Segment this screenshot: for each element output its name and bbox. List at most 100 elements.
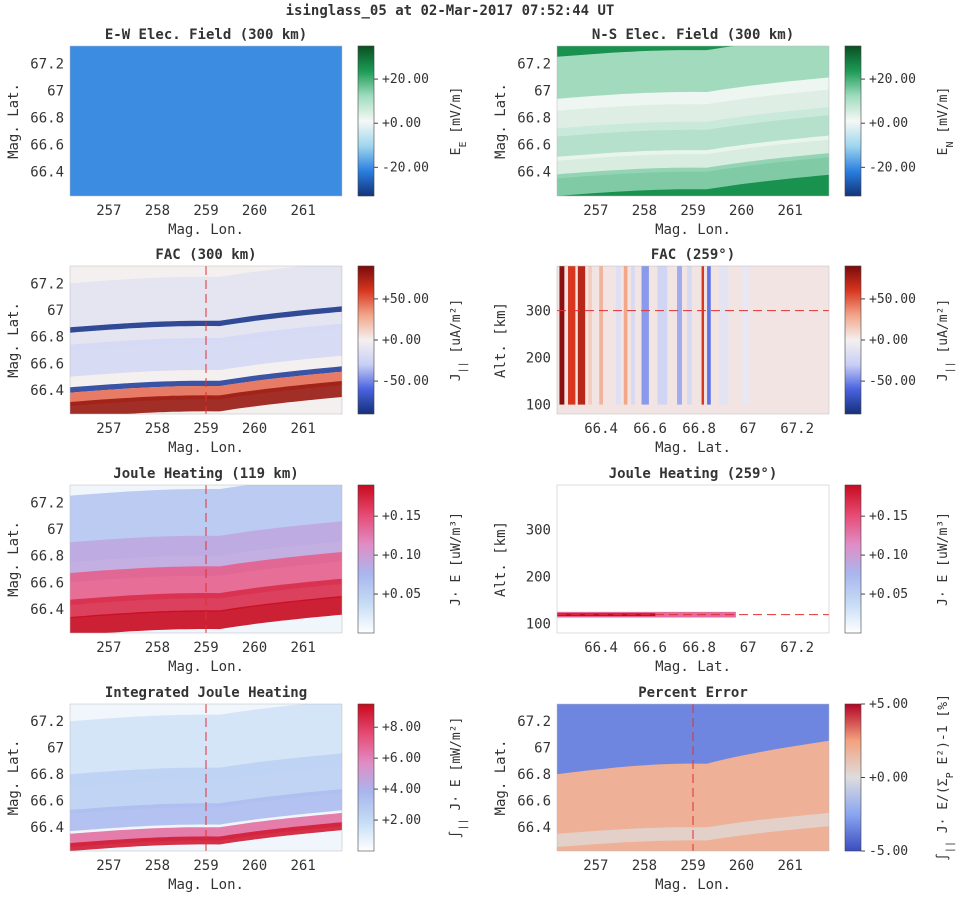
- ns-colorbar: +20.00 +0.00 -20.00 EN [mV/m]: [844, 45, 956, 197]
- perr-xtick-label: 258: [632, 858, 657, 874]
- facalt-column: [701, 266, 705, 405]
- jhalt-xtick-label: 66.8: [682, 640, 716, 656]
- perr-colorbar-tick-label: -5.00: [869, 844, 908, 859]
- fac-axes-frame: [69, 265, 343, 415]
- perr-colorbar-tick-label: +5.00: [869, 697, 908, 712]
- ns-xtick-label: 261: [777, 203, 802, 219]
- perr-ytick-label: 66.6: [517, 794, 551, 810]
- fac-xtick-label: 258: [145, 421, 170, 437]
- fac-ytick-label: 66.4: [30, 383, 64, 399]
- ew-ytick-label: 67.2: [30, 57, 64, 73]
- ijh-ytick-label: 66.6: [30, 794, 64, 810]
- jh-colorbar-tick-label: +0.15: [382, 509, 421, 524]
- jh-xlabel: Mag. Lon.: [168, 659, 244, 675]
- ew-background: [70, 46, 342, 196]
- jh-colorbar-gradient: [357, 484, 375, 634]
- panel-fac: FAC (300 km) 257 258 259 260 261 66.4 66.6 66.8 6…: [6, 247, 469, 456]
- facalt-colorbar-gradient: [844, 265, 862, 415]
- facalt-colorbar-tick-label: +0.00: [869, 333, 908, 348]
- ijh-axes-frame: [69, 703, 343, 852]
- ew-ytick-label: 66.4: [30, 165, 64, 181]
- facalt-colorbar-tick-label: +50.00: [869, 292, 916, 307]
- facalt-column: [577, 266, 586, 405]
- panel-group: E-W Elec. Field (300 km) 257 258 259 260 261 6…: [6, 27, 956, 893]
- perr-colorbar-label: ∫|| J· E/(ΣP E²)-1 [%]: [935, 694, 956, 861]
- jhalt-ytick-label: 100: [526, 617, 551, 633]
- ew-title: E-W Elec. Field (300 km): [105, 27, 307, 43]
- ijh-xtick-label: 259: [193, 858, 218, 874]
- ijh-ytick-label: 66.4: [30, 820, 64, 836]
- fac-colorbar: +50.00 +0.00 -50.00 J|| [uA/m²]: [357, 265, 469, 415]
- facalt-ytick-label: 100: [526, 398, 551, 414]
- fac-ylabel: Mag. Lat.: [6, 302, 22, 378]
- ew-colorbar-tick-label: -20.00: [382, 160, 429, 175]
- ew-xtick-label: 261: [290, 203, 315, 219]
- ns-band: [557, 107, 829, 161]
- ijh-colorbar-label: ∫|| J· E [mW/m²]: [448, 717, 469, 839]
- facalt-column: [718, 266, 729, 405]
- jhalt-xtick-label: 67.2: [780, 640, 814, 656]
- jh-band: [70, 552, 342, 605]
- jhalt-xtick-label: 67: [740, 640, 757, 656]
- ns-ytick-label: 66.4: [517, 165, 551, 181]
- jhalt-xtick-label: 66.6: [633, 640, 667, 656]
- facalt-heatmap: [557, 266, 829, 414]
- ns-ytick-label: 67: [534, 84, 551, 100]
- facalt-colorbar: +50.00 +0.00 -50.00 J|| [uA/m²]: [844, 265, 956, 415]
- ns-colorbar-label: EN [mV/m]: [936, 87, 956, 156]
- ns-xtick-label: 259: [680, 203, 705, 219]
- fac-band: [70, 306, 342, 333]
- facalt-column: [686, 266, 692, 405]
- facalt-column: [615, 266, 621, 405]
- ns-title: N-S Elec. Field (300 km): [592, 27, 794, 43]
- jhalt-ytick-label: 300: [526, 523, 551, 539]
- perr-colorbar-tick-label: +0.00: [869, 771, 908, 786]
- ns-colorbar-tick-label: -20.00: [869, 160, 916, 175]
- fac-colorbar-tick-label: +50.00: [382, 292, 429, 307]
- jhalt-ylabel: Alt. [km]: [493, 521, 509, 597]
- panel-facalt: FAC (259°) 66.4 66.6 66.8 67 67.2 100 200 300 Mag…: [493, 247, 956, 456]
- facalt-background: [557, 266, 829, 414]
- fac-ytick-label: 67: [47, 303, 64, 319]
- fac-xtick-label: 257: [96, 421, 121, 437]
- ns-xtick-label: 257: [583, 203, 608, 219]
- jh-ytick-label: 66.8: [30, 549, 64, 565]
- perr-axes-frame: [556, 703, 830, 852]
- ew-colorbar-label: EE [mV/m]: [449, 87, 469, 156]
- jh-xtick-label: 259: [193, 640, 218, 656]
- ijh-xtick-label: 257: [96, 858, 121, 874]
- jh-colorbar: +0.15 +0.10 +0.05 J· E [uW/m³]: [357, 484, 464, 634]
- jh-axes-frame: [69, 484, 343, 634]
- panel-ijh: Integrated Joule Heating 257 258 259 260 261 6…: [6, 685, 469, 893]
- ew-colorbar-tick-label: +20.00: [382, 72, 429, 87]
- ns-heatmap: [557, 46, 829, 196]
- jhalt-title: Joule Heating (259°): [609, 466, 778, 482]
- ijh-colorbar-tick-label: +4.00: [382, 782, 421, 797]
- jhalt-axes-frame: [556, 484, 830, 634]
- jh-xtick-label: 258: [145, 640, 170, 656]
- ns-colorbar-gradient: [844, 45, 862, 197]
- perr-xtick-label: 259: [680, 858, 705, 874]
- facalt-column: [707, 266, 711, 405]
- fac-band: [70, 366, 342, 393]
- ew-ytick-label: 67: [47, 84, 64, 100]
- jhalt-colorbar-tick-label: +0.15: [869, 509, 908, 524]
- ijh-ytick-label: 67.2: [30, 714, 64, 730]
- perr-colorbar: +5.00 +0.00 -5.00 ∫|| J· E/(ΣP E²)-1 [%]: [844, 694, 956, 861]
- ew-colorbar-tick-label: +0.00: [382, 116, 421, 131]
- facalt-column: [588, 266, 592, 405]
- ijh-colorbar-tick-label: +6.00: [382, 751, 421, 766]
- ew-colorbar-gradient: [357, 45, 375, 197]
- ew-xtick-label: 258: [145, 203, 170, 219]
- ijh-xtick-label: 261: [290, 858, 315, 874]
- ew-xtick-label: 260: [242, 203, 267, 219]
- jhalt-colorbar: +0.15 +0.10 +0.05 J· E [uW/m³]: [844, 484, 951, 634]
- ijh-colorbar: +8.00 +6.00 +4.00 +2.00 ∫|| J· E [mW/m²]: [357, 703, 469, 852]
- ijh-ytick-label: 66.8: [30, 767, 64, 783]
- facalt-xtick-label: 66.4: [584, 421, 618, 437]
- ns-xtick-label: 258: [632, 203, 657, 219]
- jh-colorbar-tick-label: +0.05: [382, 587, 421, 602]
- jh-title: Joule Heating (119 km): [113, 466, 298, 482]
- ns-colorbar-tick-label: +0.00: [869, 116, 908, 131]
- jhalt-colorbar-tick-label: +0.10: [869, 548, 908, 563]
